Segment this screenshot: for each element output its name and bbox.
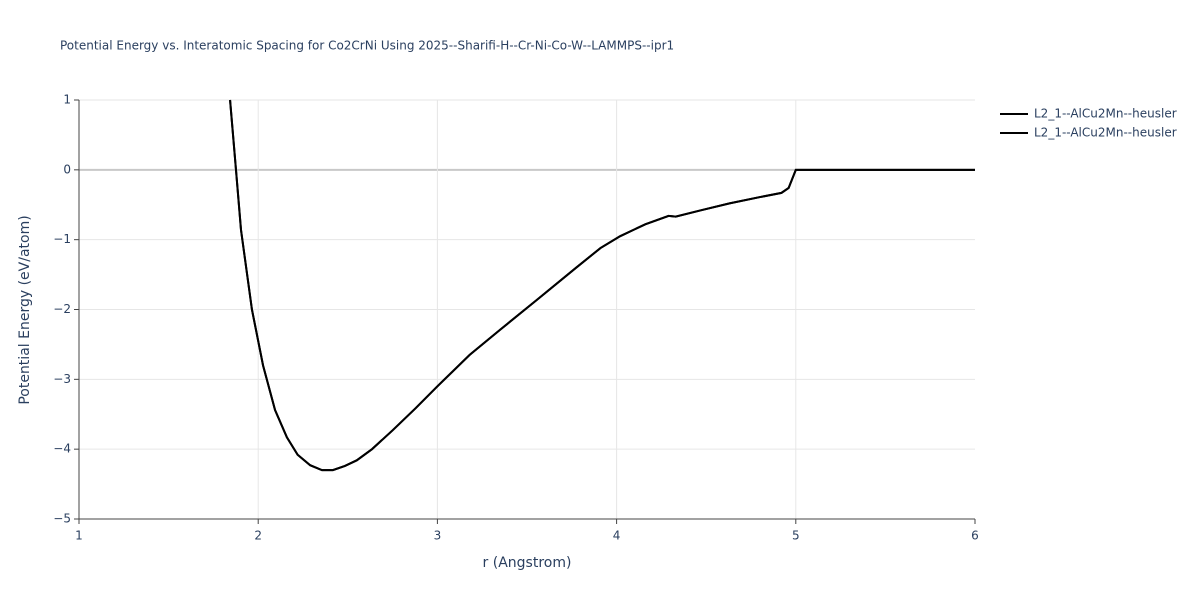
x-tick-label: 4 [613, 529, 621, 543]
y-tick-label: −1 [53, 232, 71, 246]
series-line [229, 99, 975, 472]
legend-label: L2_1--AlCu2Mn--heusler [1034, 107, 1177, 121]
x-tick-label: 6 [971, 529, 979, 543]
y-axis-label: Potential Energy (eV/atom) [17, 215, 33, 404]
x-tick-label: 2 [254, 529, 262, 543]
y-tick-label: 0 [63, 162, 71, 176]
x-tick-label: 5 [792, 529, 800, 543]
y-tick-label: −3 [53, 372, 71, 386]
x-tick-label: 3 [434, 529, 442, 543]
series-line [229, 99, 975, 472]
x-tick-label: 1 [75, 529, 83, 543]
y-tick-label: −5 [53, 512, 71, 526]
y-tick-label: −2 [53, 302, 71, 316]
y-tick-label: −4 [53, 442, 71, 456]
y-tick-label: 1 [63, 93, 71, 107]
chart-title: Potential Energy vs. Interatomic Spacing… [60, 39, 674, 53]
x-axis-label: r (Angstrom) [483, 555, 572, 571]
legend-label: L2_1--AlCu2Mn--heusler [1034, 126, 1177, 140]
